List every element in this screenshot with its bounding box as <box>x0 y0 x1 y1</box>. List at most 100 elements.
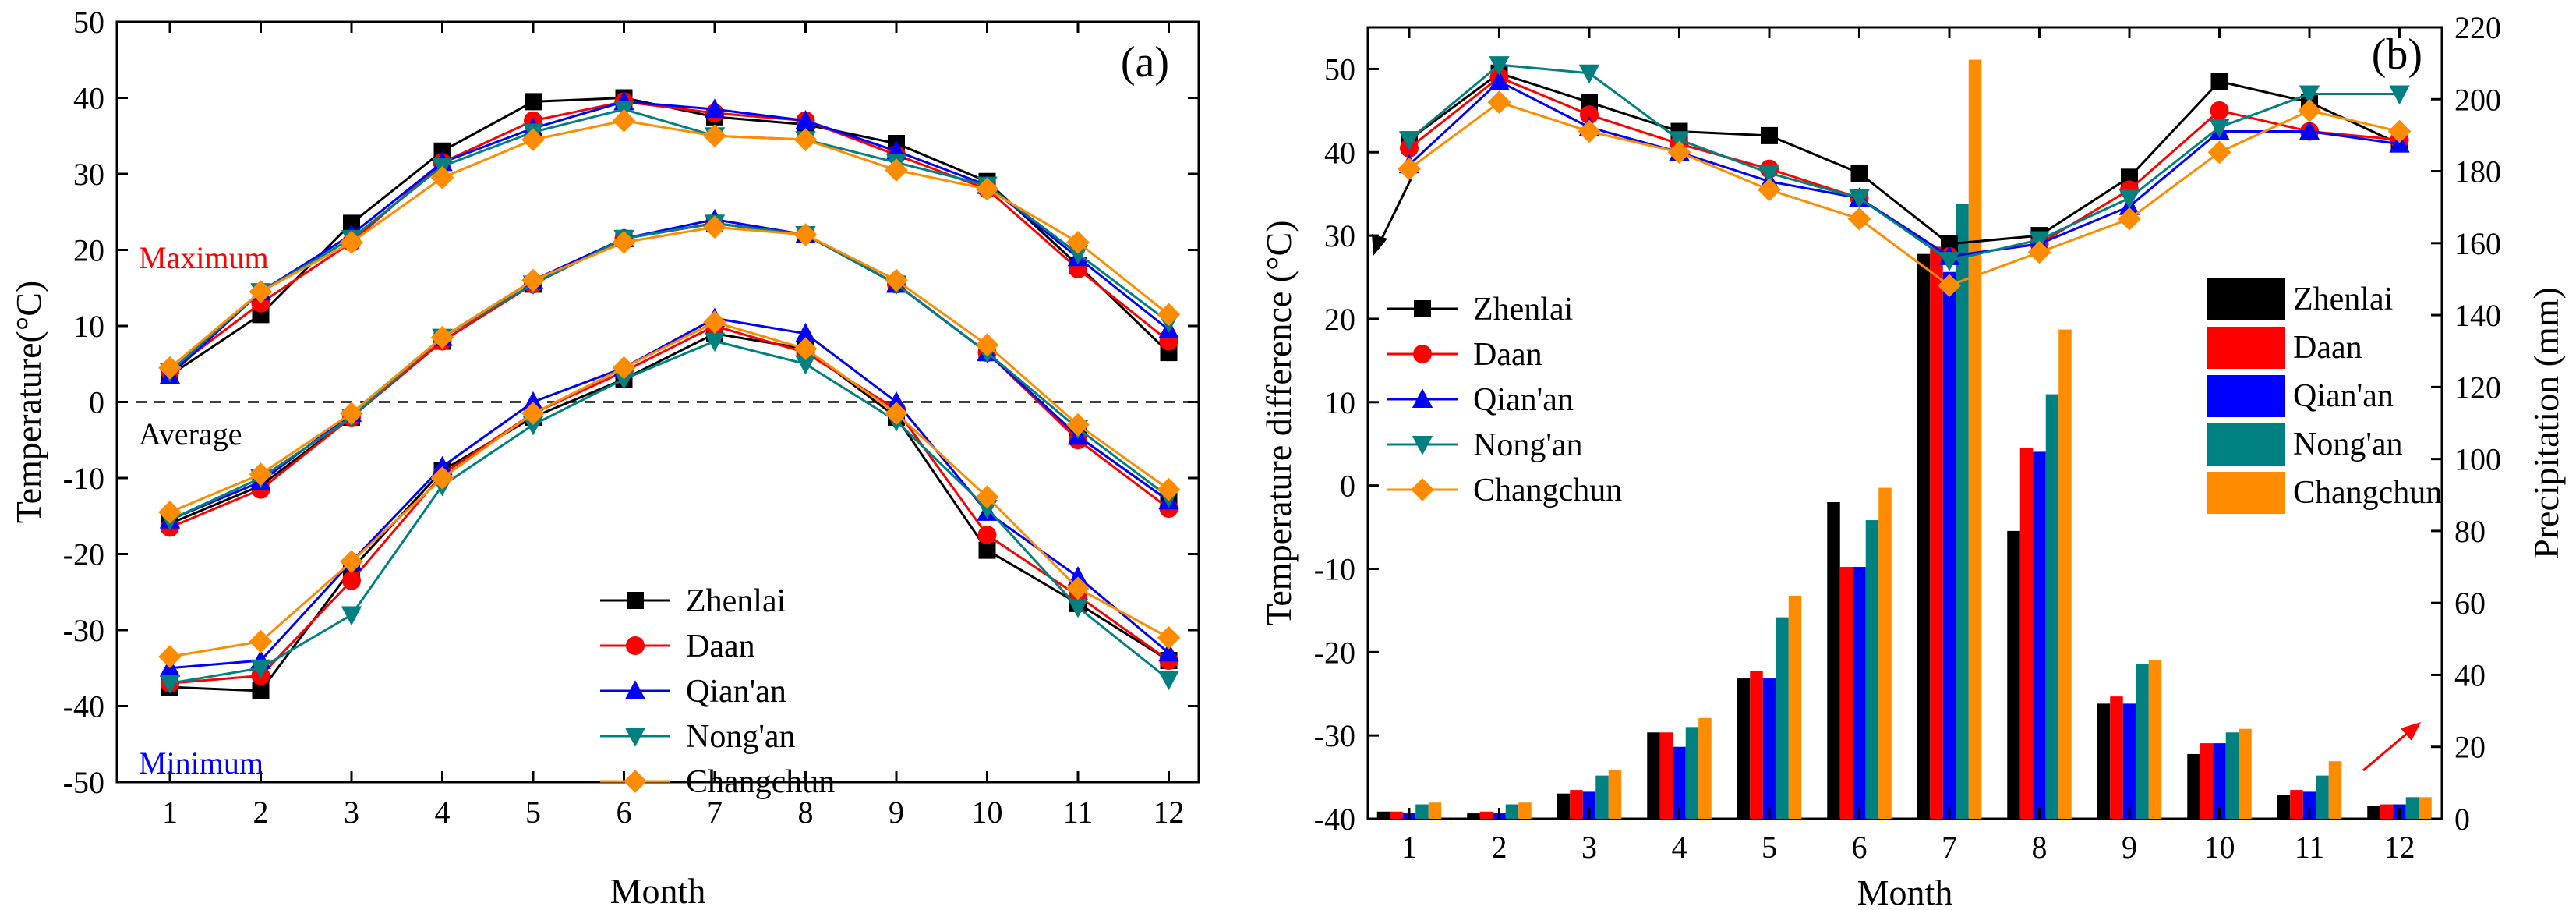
point-min <box>977 500 998 519</box>
bar-qianan <box>1853 567 1866 819</box>
bar-zhenlai <box>1917 253 1931 820</box>
legend-marker <box>1414 300 1431 317</box>
bar-daan <box>2290 790 2303 819</box>
line-min <box>169 317 1170 670</box>
point-temp-diff <box>2209 119 2230 138</box>
point-max <box>795 110 816 129</box>
point-avg <box>1066 413 1090 437</box>
legend-bars: Zhenlai Daan Qian'an Nong'an Changchun <box>2207 278 2442 514</box>
point-min <box>793 337 818 361</box>
point-avg <box>1157 477 1181 501</box>
bar-nongan <box>1505 804 1519 819</box>
x-tick-label: 11 <box>1063 795 1094 830</box>
x-axis-title: Month <box>1857 873 1953 910</box>
y-tick-label: 0 <box>89 385 104 420</box>
point-max <box>612 108 636 133</box>
bar-zhenlai <box>1647 732 1660 819</box>
point-temp-diff <box>2210 73 2228 90</box>
bar-changchun <box>2419 797 2432 819</box>
line-max <box>169 96 1170 377</box>
x-tick-label: 8 <box>798 795 814 830</box>
y2-tick-label: 120 <box>2454 370 2501 405</box>
x-tick-label: 12 <box>2384 830 2415 865</box>
point-temp-diff <box>2299 120 2320 140</box>
point-min <box>159 675 181 694</box>
x-tick-label: 9 <box>2122 830 2137 865</box>
x-tick-label: 1 <box>162 795 178 830</box>
y2-tick-label: 0 <box>2454 802 2470 837</box>
arrow-head-left <box>1372 234 1387 256</box>
point-max <box>703 124 726 148</box>
bar-zhenlai <box>2187 753 2200 819</box>
bar-nongan <box>1685 727 1699 819</box>
y-tick-label: 50 <box>1324 51 1355 87</box>
x-tick-label: 10 <box>972 795 1003 830</box>
bar-zhenlai <box>1376 811 1390 819</box>
legend-label: Changchun <box>1473 473 1622 508</box>
bar-changchun <box>2148 660 2162 819</box>
y-tick-label: -30 <box>1314 718 1355 753</box>
legend-label: Zhenlai <box>686 583 786 619</box>
precipitation-bars <box>1376 59 2432 820</box>
legend-label: Daan <box>2293 330 2362 366</box>
bar-nongan <box>2136 664 2149 819</box>
point-max <box>975 177 999 201</box>
bar-qianan <box>2213 743 2226 819</box>
point-max <box>343 214 360 232</box>
point-temp-diff <box>1938 274 1961 298</box>
point-temp-diff <box>2298 98 2321 122</box>
x-tick-label: 7 <box>707 795 723 830</box>
point-temp-diff <box>1580 105 1599 125</box>
temp-diff-series-zhenlai <box>1401 64 2408 253</box>
line-max <box>168 100 1170 377</box>
point-min <box>795 323 816 342</box>
line-temp-diff <box>1408 72 2401 246</box>
point-temp-diff <box>1398 157 1421 181</box>
bar-nongan <box>1865 520 1879 819</box>
y2-tick-label: 140 <box>2454 298 2501 333</box>
bar-daan <box>2019 448 2034 819</box>
legend-label: Changchun <box>686 764 835 800</box>
x-tick-label: 2 <box>1492 830 1507 865</box>
x-tick-label: 11 <box>2295 830 2325 865</box>
bar-changchun <box>1608 770 1622 819</box>
bar-daan <box>2110 696 2123 819</box>
y-tick-label: 20 <box>73 233 104 268</box>
y2-tick-label: 40 <box>2454 657 2486 692</box>
legend-marker <box>1413 345 1432 363</box>
bar-nongan <box>1956 204 1969 819</box>
panel-label: (a) <box>1121 38 1169 87</box>
point-max <box>704 98 726 119</box>
annotation-average: Average <box>139 416 242 451</box>
x-tick-label: 12 <box>1154 795 1185 830</box>
arrow-head-right <box>2401 722 2421 741</box>
legend-swatch <box>2207 327 2285 369</box>
bar-changchun <box>1518 802 1532 819</box>
line-temp-diff <box>1408 80 2400 258</box>
bar-changchun <box>2058 329 2072 820</box>
legend-label: Nong'an <box>2293 427 2403 462</box>
line-avg <box>169 221 1170 521</box>
y-tick-label: -20 <box>1314 635 1355 670</box>
y2-tick-label: 180 <box>2454 154 2501 189</box>
point-min <box>250 659 271 679</box>
y-tick-label: 50 <box>73 5 104 40</box>
point-min <box>977 526 997 545</box>
point-max <box>249 280 273 303</box>
y-tick-label: -40 <box>1314 802 1355 837</box>
y-tick-label: -20 <box>63 537 104 572</box>
y-tick-label: 40 <box>73 81 104 116</box>
y2-axis-title: Precipitation (mm) <box>2526 287 2566 559</box>
arrow-to-right-axis <box>2362 727 2414 772</box>
point-avg <box>158 501 182 524</box>
point-temp-diff <box>2207 140 2231 165</box>
bar-daan <box>1839 567 1853 819</box>
y-tick-label: 20 <box>1324 302 1355 337</box>
y-tick-label: -30 <box>63 613 104 648</box>
x-axis-title: Month <box>610 871 706 910</box>
point-min <box>158 645 182 668</box>
plot-frame <box>1366 26 2443 820</box>
legend-marker <box>1411 478 1434 501</box>
y-tick-label: 40 <box>1324 135 1355 170</box>
x-tick-label: 3 <box>344 795 359 830</box>
